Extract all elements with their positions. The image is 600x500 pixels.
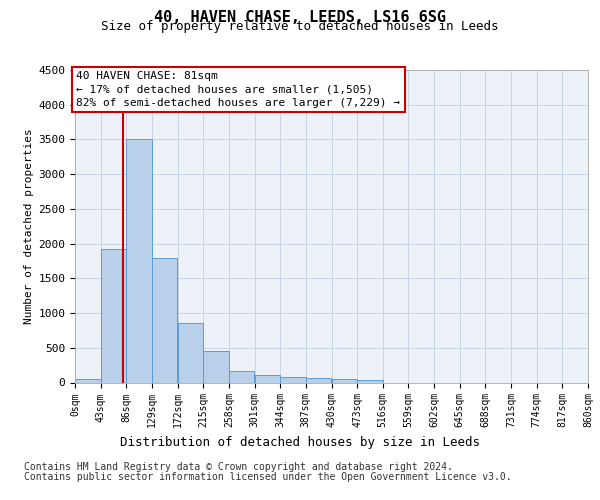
Y-axis label: Number of detached properties: Number of detached properties [24, 128, 34, 324]
Bar [178, 324, 203, 382]
Bar [357, 380, 383, 382]
Bar [127, 140, 152, 382]
Text: Contains HM Land Registry data © Crown copyright and database right 2024.: Contains HM Land Registry data © Crown c… [24, 462, 453, 472]
Bar [203, 350, 229, 382]
Bar [280, 377, 306, 382]
Bar [229, 371, 254, 382]
Text: 40, HAVEN CHASE, LEEDS, LS16 6SG: 40, HAVEN CHASE, LEEDS, LS16 6SG [154, 10, 446, 25]
Bar [254, 375, 280, 382]
Bar [306, 378, 331, 382]
Bar [152, 258, 178, 382]
Text: Size of property relative to detached houses in Leeds: Size of property relative to detached ho… [101, 20, 499, 33]
Bar [75, 379, 101, 382]
Text: Distribution of detached houses by size in Leeds: Distribution of detached houses by size … [120, 436, 480, 449]
Bar [101, 249, 126, 382]
Text: Contains public sector information licensed under the Open Government Licence v3: Contains public sector information licen… [24, 472, 512, 482]
Text: 40 HAVEN CHASE: 81sqm
← 17% of detached houses are smaller (1,505)
82% of semi-d: 40 HAVEN CHASE: 81sqm ← 17% of detached … [76, 72, 400, 108]
Bar [332, 378, 357, 382]
